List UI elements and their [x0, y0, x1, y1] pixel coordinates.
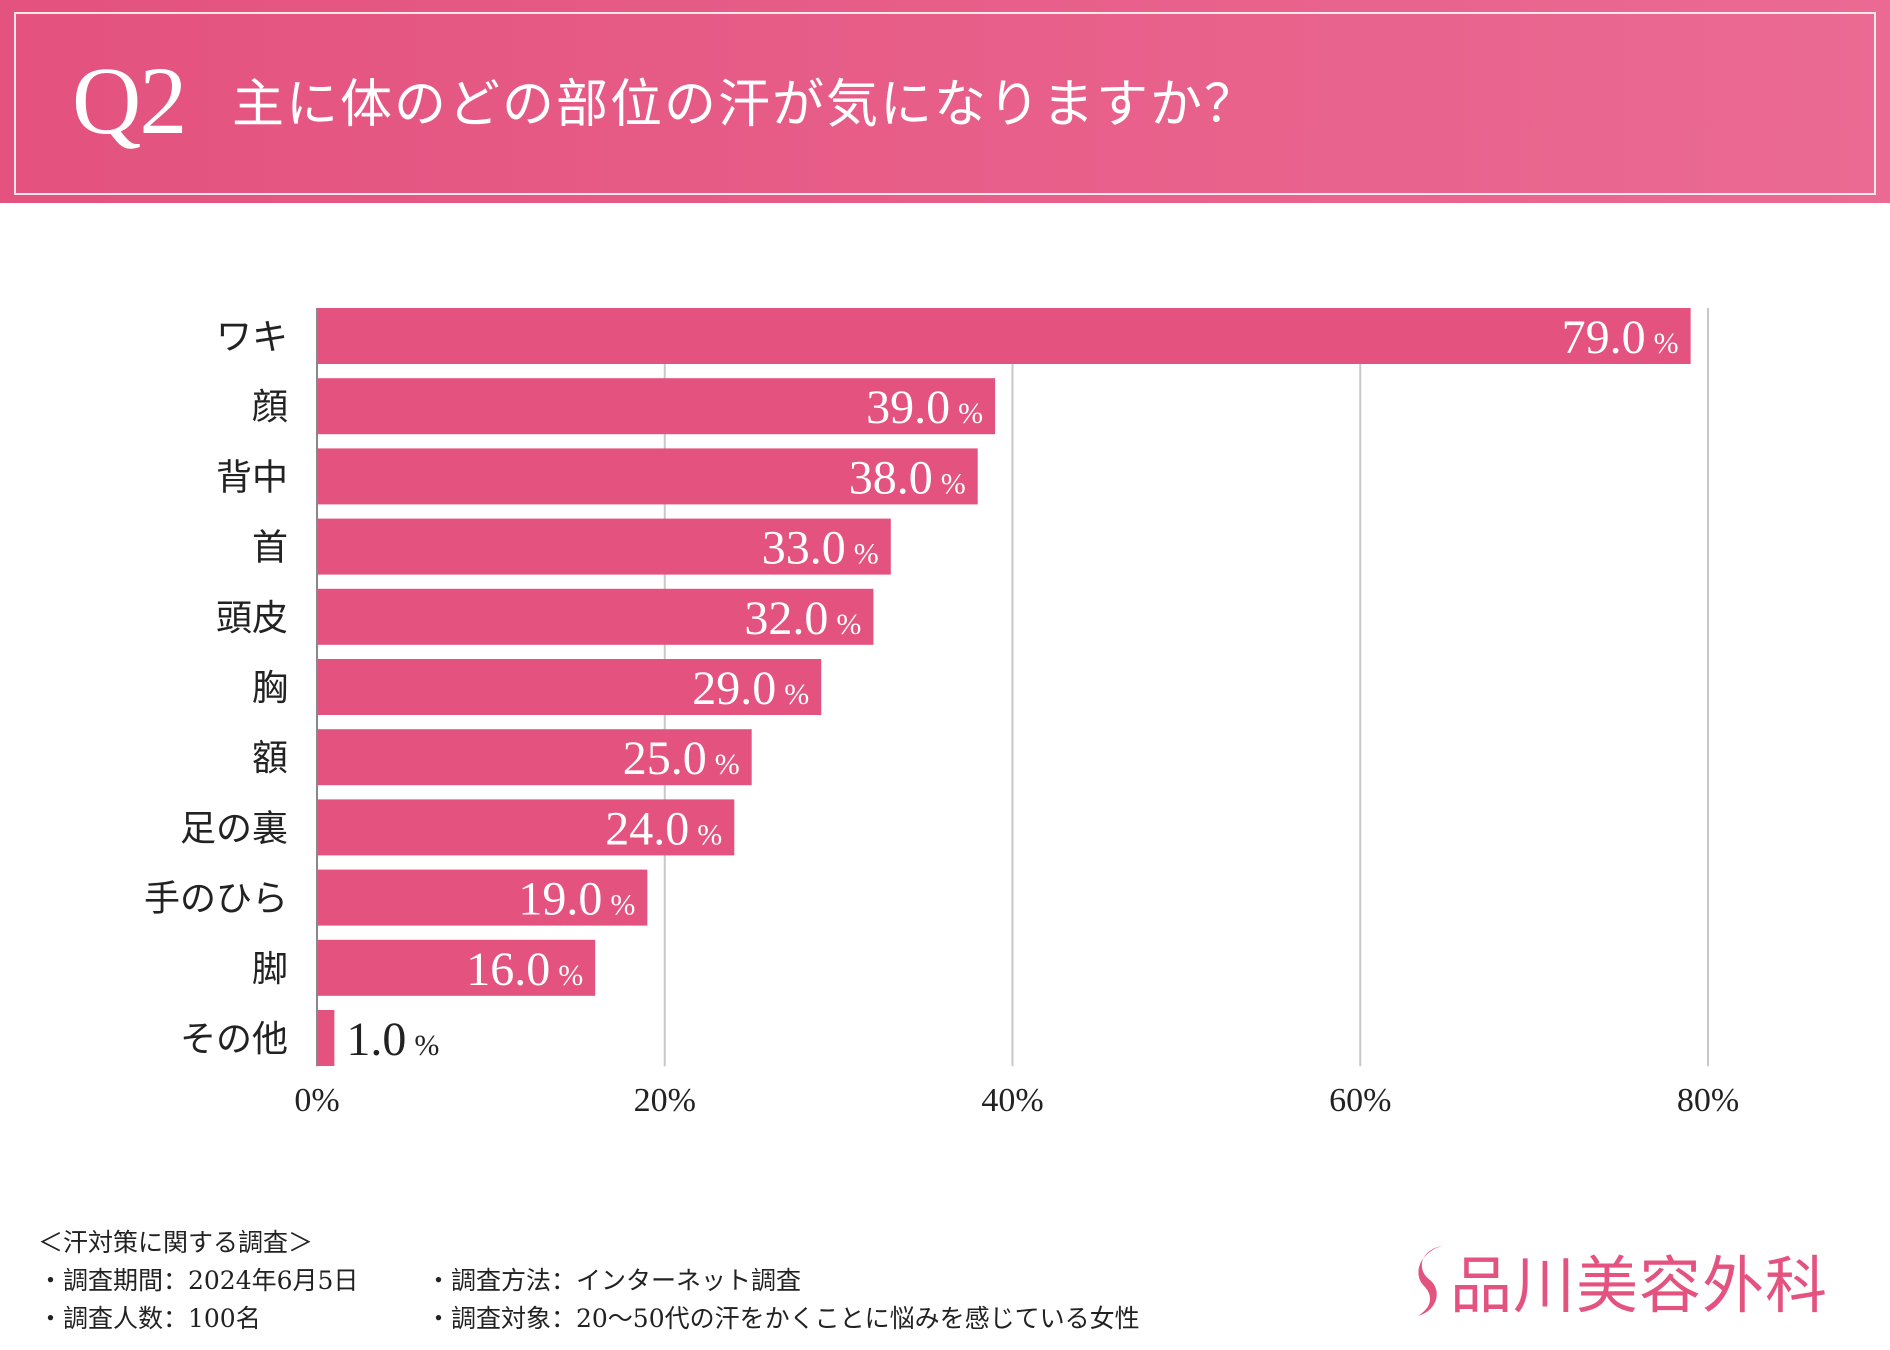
x-tick-label-4: 80%	[1677, 1082, 1739, 1119]
bar-6	[317, 729, 752, 786]
survey-title: ＜汗対策に関する調査＞	[38, 1228, 314, 1257]
value-label-1: 39.0%	[866, 381, 983, 434]
value-label-3: 33.0%	[762, 522, 879, 575]
bar-4	[317, 588, 874, 645]
value-label-5: 29.0%	[692, 662, 809, 715]
value-label-9: 16.0%	[466, 943, 583, 996]
category-label-7: 足の裏	[180, 808, 288, 849]
x-tick-label-1: 20%	[634, 1082, 696, 1119]
category-label-8: 手のひら	[144, 879, 288, 920]
value-label-4: 32.0%	[744, 592, 861, 645]
category-label-6: 額	[252, 738, 288, 779]
category-label-10: その他	[180, 1019, 288, 1060]
x-tick-label-2: 40%	[981, 1082, 1043, 1119]
survey-method: ・調査方法：インターネット調査	[426, 1266, 802, 1295]
value-label-8: 19.0%	[518, 873, 635, 926]
category-label-5: 胸	[252, 668, 288, 709]
category-label-2: 背中	[216, 457, 288, 498]
bar-8	[317, 869, 648, 926]
value-label-2: 38.0%	[849, 451, 966, 504]
bar-3	[317, 518, 891, 575]
bar-10	[317, 1010, 335, 1066]
category-label-0: ワキ	[216, 317, 288, 358]
survey-info: ＜汗対策に関する調査＞ ・調査期間：2024年6月5日 ・調査方法：インターネッ…	[38, 1224, 1140, 1338]
header-banner: Q2 主に体のどの部位の汗が気になりますか？	[0, 0, 1890, 203]
x-tick-label-0: 0%	[294, 1082, 339, 1119]
brand-name: 品川美容外科	[1450, 1249, 1829, 1322]
category-label-4: 頭皮	[216, 598, 288, 639]
survey-period: ・調査期間：2024年6月5日	[38, 1266, 359, 1295]
value-label-0: 79.0%	[1562, 311, 1679, 364]
bar-9	[317, 939, 596, 996]
question-text: 主に体のどの部位の汗が気になりますか？	[232, 75, 1259, 135]
category-label-1: 顔	[252, 387, 288, 428]
header-frame	[14, 12, 1876, 195]
bar-chart: ワキ 79.0 % 顔 39.0 % 背中 38.0 % 首 33.0 % 頭皮 32.0 % 胸 29.0 % 額…	[144, 308, 1739, 1119]
survey-target: ・調査対象：20～50代の汗をかくことに悩みを感じている女性	[426, 1304, 1140, 1333]
value-label-7: 24.0%	[605, 802, 722, 855]
value-label-6: 25.0%	[623, 732, 740, 785]
bar-0	[317, 308, 1691, 364]
category-label-3: 首	[252, 528, 288, 569]
category-label-9: 脚	[252, 949, 288, 990]
bar-2	[317, 448, 978, 505]
s-swoosh-icon	[1418, 1246, 1442, 1316]
bar-7	[317, 799, 735, 856]
question-number: Q2	[72, 47, 187, 154]
x-tick-label-3: 60%	[1329, 1082, 1391, 1119]
value-label-10: 1.0%	[346, 1013, 439, 1066]
bar-1	[317, 378, 996, 435]
bar-5	[317, 659, 822, 715]
brand-logo: 品川美容外科	[1412, 1240, 1828, 1322]
survey-count: ・調査人数：100名	[38, 1304, 261, 1333]
